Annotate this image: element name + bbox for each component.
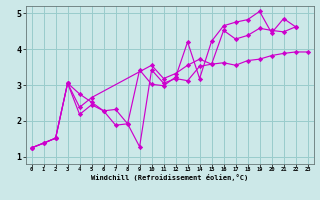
- X-axis label: Windchill (Refroidissement éolien,°C): Windchill (Refroidissement éolien,°C): [91, 174, 248, 181]
